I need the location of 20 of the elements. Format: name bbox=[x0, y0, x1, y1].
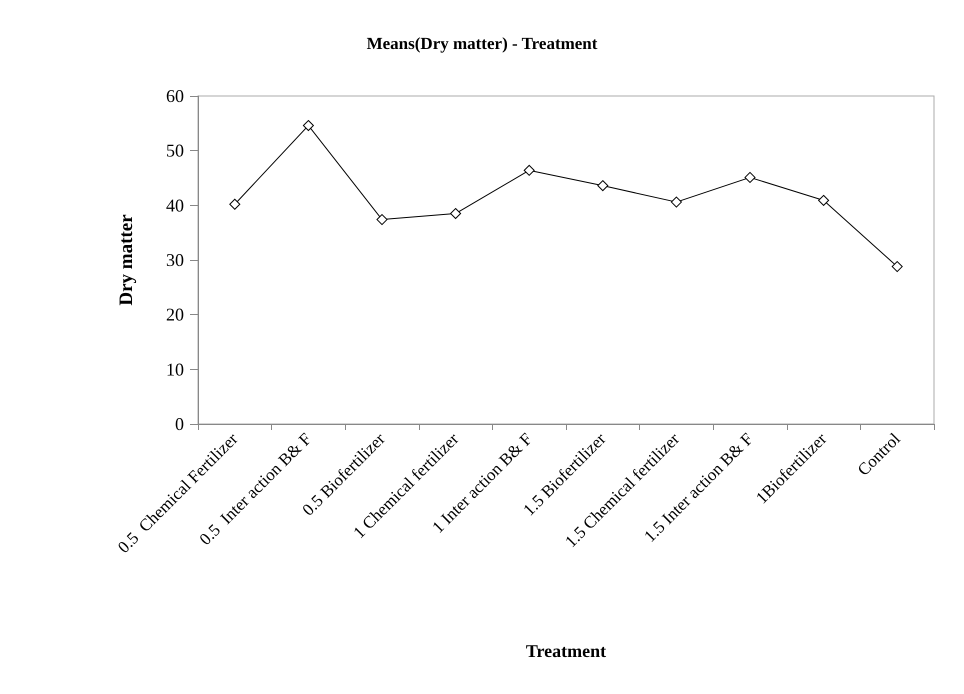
point bbox=[376, 214, 388, 226]
point bbox=[302, 120, 314, 132]
y-tick-label: 50 bbox=[166, 140, 184, 161]
point bbox=[670, 196, 682, 208]
y-tick-label: 10 bbox=[166, 359, 184, 380]
y-axis-title: Dry matter bbox=[116, 214, 137, 306]
y-tick-label: 30 bbox=[166, 250, 184, 270]
point bbox=[597, 180, 608, 192]
y-tick-label: 40 bbox=[166, 195, 184, 216]
x-axis-title: Treatment bbox=[526, 641, 606, 661]
y-tick-label: 20 bbox=[166, 304, 184, 325]
point bbox=[524, 164, 535, 176]
y-tick-label: 0 bbox=[175, 414, 184, 434]
chart-title: Means(Dry matter) - Treatment bbox=[366, 34, 598, 53]
y-tick-label: 60 bbox=[166, 86, 184, 106]
point bbox=[450, 208, 462, 220]
point bbox=[229, 198, 240, 210]
point bbox=[818, 194, 830, 206]
point bbox=[744, 172, 756, 183]
point bbox=[892, 261, 903, 272]
